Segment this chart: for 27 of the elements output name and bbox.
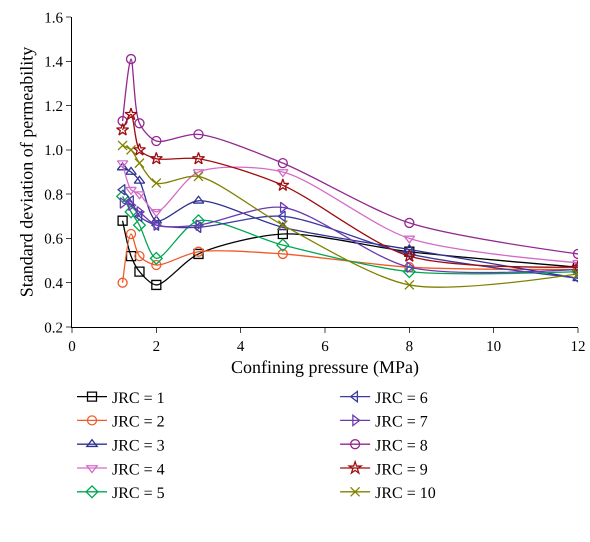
x-tick-label: 10 — [486, 339, 502, 355]
x-tick-label: 8 — [406, 339, 414, 355]
y-tick-label: 1.6 — [44, 10, 64, 26]
legend-label: JRC = 5 — [112, 485, 165, 502]
x-tick-label: 0 — [68, 339, 76, 355]
x-tick-label: 6 — [321, 339, 330, 355]
y-tick-label: 0.6 — [44, 232, 64, 248]
legend-label: JRC = 6 — [375, 390, 428, 407]
x-tick-label: 2 — [152, 339, 160, 355]
legend-label: JRC = 10 — [375, 485, 436, 502]
y-tick-label: 1.4 — [44, 54, 64, 71]
x-tick-label: 4 — [236, 339, 245, 355]
y-tick-label: 0.2 — [44, 320, 63, 336]
legend-label: JRC = 7 — [375, 414, 428, 431]
legend-label: JRC = 1 — [112, 390, 165, 407]
y-tick-label: 0.4 — [44, 276, 64, 292]
y-axis-title: Standard deviation of permeability — [16, 46, 36, 298]
y-tick-label: 1.2 — [44, 98, 63, 115]
legend-label: JRC = 8 — [375, 437, 428, 454]
y-tick-label: 1.0 — [44, 143, 63, 160]
x-tick-label: 12 — [570, 339, 586, 355]
legend-label: JRC = 9 — [375, 461, 428, 478]
y-tick-label: 0.8 — [44, 187, 63, 204]
x-axis-title: Confining pressure (MPa) — [231, 357, 419, 378]
legend-label: JRC = 3 — [112, 437, 165, 454]
legend-label: JRC = 4 — [112, 461, 165, 478]
legend-label: JRC = 2 — [112, 414, 165, 431]
